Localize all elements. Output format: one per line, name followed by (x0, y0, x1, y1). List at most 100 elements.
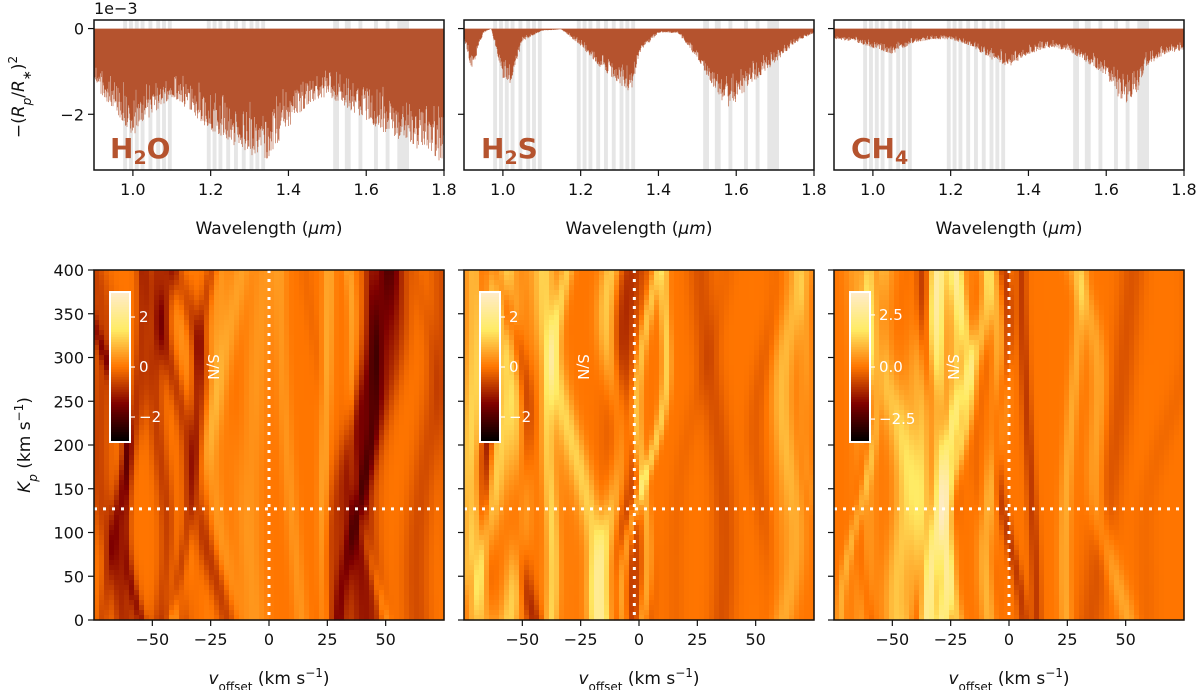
heatmap-cell (309, 295, 315, 301)
heatmap-cell (254, 435, 260, 441)
heatmap-cell (269, 535, 275, 541)
heatmap-cell (259, 360, 265, 366)
heatmap-cell (94, 605, 100, 611)
heatmap-cell (259, 340, 265, 346)
heatmap-cell (259, 400, 265, 406)
heatmap-cell (164, 540, 170, 546)
heatmap-cell (164, 555, 170, 561)
heatmap-cell (219, 485, 225, 491)
heatmap-cell (214, 280, 220, 286)
heatmap-cell (259, 515, 265, 521)
heatmap-cell (259, 300, 265, 306)
heatmap-cell (424, 350, 430, 356)
heatmap-cell (94, 325, 100, 331)
heatmap-cell (124, 510, 130, 516)
heatmap-cell (309, 550, 315, 556)
heatmap-cell (389, 315, 395, 321)
heatmap-cell (154, 490, 160, 496)
heatmap-cell (294, 275, 300, 281)
heatmap-cell (399, 375, 405, 381)
heatmap-cell (124, 285, 130, 291)
heatmap-cell (434, 335, 440, 341)
heatmap-cell (309, 365, 315, 371)
heatmap-cell (279, 485, 285, 491)
heatmap-cell (434, 305, 440, 311)
heatmap-cell (159, 495, 165, 501)
heatmap-cell (199, 335, 205, 341)
heatmap-cell (239, 285, 245, 291)
heatmap-cell (229, 375, 235, 381)
heatmap-cell (409, 330, 415, 336)
heatmap-cell (269, 580, 275, 586)
heatmap-cell (334, 525, 340, 531)
heatmap-cell (294, 340, 300, 346)
heatmap-cell (369, 280, 375, 286)
heatmap-cell (289, 315, 295, 321)
heatmap-cell (319, 485, 325, 491)
heatmap-cell (104, 605, 110, 611)
heatmap-cell (414, 465, 420, 471)
heatmap-cell (344, 280, 350, 286)
heatmap-cell (374, 365, 380, 371)
heatmap-cell (274, 420, 280, 426)
heatmap-cell (244, 600, 250, 606)
heatmap-cell (324, 440, 330, 446)
heatmap-cell (154, 290, 160, 296)
heatmap-cell (399, 390, 405, 396)
heatmap-cell (369, 465, 375, 471)
heatmap-cell (354, 555, 360, 561)
heatmap-cell (394, 285, 400, 291)
heatmap-cell (409, 390, 415, 396)
heatmap-cell (94, 290, 100, 296)
heatmap-cell (394, 490, 400, 496)
heatmap-cell (129, 275, 135, 281)
heatmap-cell (114, 575, 120, 581)
heatmap-cell (219, 300, 225, 306)
heatmap-cell (164, 285, 170, 291)
heatmap-cell (189, 325, 195, 331)
heatmap-cell (124, 485, 130, 491)
heatmap-cell (344, 465, 350, 471)
heatmap-cell (149, 370, 155, 376)
heatmap-cell (394, 340, 400, 346)
heatmap-cell (369, 295, 375, 301)
heatmap-cell (284, 350, 290, 356)
heatmap-cell (174, 435, 180, 441)
heatmap-cell (414, 530, 420, 536)
heatmap-cell (234, 595, 240, 601)
heatmap-cell (224, 290, 230, 296)
heatmap-cell (294, 575, 300, 581)
heatmap-cell (94, 455, 100, 461)
heatmap-cell (274, 320, 280, 326)
heatmap-cell (114, 570, 120, 576)
heatmap-cell (184, 380, 190, 386)
heatmap-cell (334, 440, 340, 446)
heatmap-cell (219, 525, 225, 531)
heatmap-cell (219, 470, 225, 476)
heatmap-cell (279, 310, 285, 316)
heatmap-cell (404, 475, 410, 481)
heatmap-cell (404, 530, 410, 536)
heatmap-cell (349, 465, 355, 471)
heatmap-cell (174, 400, 180, 406)
heatmap-cell (409, 450, 415, 456)
heatmap-cell (274, 475, 280, 481)
heatmap-cell (174, 480, 180, 486)
heatmap-cell (379, 585, 385, 591)
x-axis-label: Wavelength (μm) (196, 219, 343, 239)
heatmap-cell (379, 580, 385, 586)
heatmap-cell (169, 550, 175, 556)
heatmap-cell (319, 270, 325, 276)
heatmap-cell (329, 360, 335, 366)
heatmap-cell (249, 270, 255, 276)
heatmap-cell (289, 360, 295, 366)
heatmap-cell (99, 285, 105, 291)
heatmap-cell (389, 465, 395, 471)
heatmap-cell (249, 305, 255, 311)
heatmap-cell (239, 565, 245, 571)
heatmap-cell (169, 510, 175, 516)
heatmap-cell (399, 550, 405, 556)
heatmap-cell (169, 320, 175, 326)
heatmap-cell (339, 445, 345, 451)
heatmap-cell (434, 320, 440, 326)
